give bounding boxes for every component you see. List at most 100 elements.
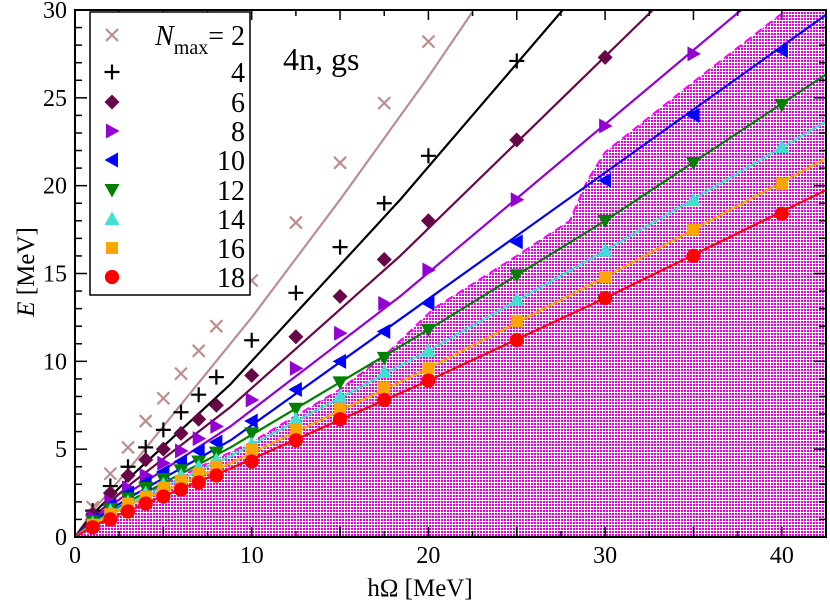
data-point-nmax-18	[377, 392, 392, 408]
y-tick-label: 30	[43, 0, 67, 24]
data-point-nmax-14	[774, 139, 790, 154]
data-point-nmax-18	[120, 504, 136, 519]
legend-marker-nmax-8	[106, 123, 120, 139]
data-point-nmax-10	[774, 42, 788, 58]
data-point-nmax-14	[420, 343, 436, 357]
data-point-nmax-4	[509, 53, 525, 69]
data-point-nmax-16	[245, 443, 258, 456]
data-point-nmax-8	[289, 360, 304, 376]
y-axis-unit: [MeV]	[13, 227, 40, 301]
data-point-nmax-12	[597, 214, 613, 229]
data-point-nmax-8	[157, 455, 171, 471]
data-point-nmax-16	[422, 362, 435, 375]
data-point-nmax-6	[597, 49, 613, 65]
x-tick-label: 30	[593, 543, 617, 569]
x-tick-label: 20	[416, 543, 440, 569]
data-point-nmax-18	[774, 206, 789, 221]
data-point-nmax-14	[288, 411, 304, 426]
data-point-nmax-6	[509, 132, 525, 148]
data-point-nmax-10	[376, 323, 391, 339]
data-point-nmax-18	[156, 489, 171, 504]
data-point-nmax-8	[139, 468, 154, 484]
data-point-nmax-8	[175, 443, 189, 459]
legend-label-nmax-12: 12	[217, 176, 245, 207]
data-markers	[85, 34, 790, 535]
data-point-nmax-8	[687, 46, 701, 62]
data-point-nmax-2	[333, 156, 347, 170]
legend-label-nmax-18: 18	[217, 263, 245, 294]
data-point-nmax-12	[509, 269, 525, 283]
data-point-nmax-14	[509, 292, 525, 306]
data-point-nmax-6	[332, 288, 348, 304]
data-point-nmax-18	[421, 373, 436, 388]
legend-marker-nmax-14	[104, 211, 120, 225]
x-tick-label: 0	[69, 543, 81, 569]
legend-title-equals: = 2	[208, 21, 245, 52]
data-point-nmax-4	[191, 387, 207, 403]
data-point-nmax-6	[208, 397, 224, 413]
data-point-nmax-10	[244, 413, 258, 429]
data-point-nmax-12	[420, 323, 436, 338]
data-point-nmax-4	[173, 404, 189, 420]
legend-marker-nmax-16	[106, 242, 118, 254]
data-point-nmax-6	[191, 411, 207, 427]
legend-title-symbol: N	[154, 21, 175, 52]
data-point-nmax-6	[288, 329, 304, 345]
shaded-boundary-dashed	[75, 10, 788, 537]
data-point-nmax-10	[597, 172, 612, 188]
data-point-nmax-12	[376, 351, 392, 366]
data-point-nmax-6	[155, 441, 171, 457]
x-tick-label: 10	[240, 543, 264, 569]
data-point-nmax-2	[191, 344, 206, 358]
data-point-nmax-6	[120, 468, 136, 484]
data-point-nmax-8	[422, 262, 436, 278]
y-tick-label: 5	[55, 437, 67, 463]
legend-label-nmax-8: 8	[231, 117, 245, 148]
legend-title-subscript: max	[174, 37, 208, 59]
data-point-nmax-6	[244, 367, 260, 383]
legend-marker-nmax-18	[104, 269, 120, 285]
data-point-nmax-18	[138, 496, 153, 511]
data-point-nmax-18	[191, 475, 206, 490]
y-tick-label: 25	[43, 86, 67, 112]
data-point-nmax-16	[510, 314, 523, 327]
annotation-label: 4n, gs	[283, 41, 359, 77]
data-point-nmax-6	[138, 452, 154, 468]
data-point-nmax-2	[103, 466, 118, 481]
data-point-nmax-18	[288, 433, 304, 448]
y-axis-label: E [MeV]	[13, 227, 40, 318]
data-point-nmax-10	[191, 443, 205, 459]
data-point-nmax-8	[378, 295, 392, 311]
data-point-nmax-10	[208, 434, 223, 450]
data-point-nmax-12	[288, 402, 304, 417]
data-point-nmax-18	[686, 248, 701, 264]
legend-marker-nmax-10	[104, 152, 118, 168]
data-point-nmax-10	[685, 107, 700, 123]
y-tick-label: 0	[55, 525, 67, 551]
data-point-nmax-18	[244, 454, 259, 469]
data-point-nmax-18	[85, 520, 100, 535]
data-point-nmax-8	[245, 392, 260, 408]
data-point-nmax-10	[509, 234, 523, 250]
legend-title-label: Nmax= 2	[154, 21, 245, 59]
y-axis-symbol: E	[13, 302, 40, 318]
y-tick-label: 15	[43, 262, 67, 288]
data-point-nmax-16	[289, 423, 302, 436]
legend-marker-nmax-6	[104, 94, 120, 110]
legend-label-nmax-10: 10	[217, 146, 245, 177]
data-point-nmax-16	[775, 177, 788, 190]
data-point-nmax-2	[121, 440, 135, 455]
data-point-nmax-8	[510, 192, 525, 208]
legend-label-nmax-16: 16	[217, 234, 245, 265]
data-point-nmax-2	[156, 391, 171, 406]
data-point-nmax-12	[685, 156, 701, 171]
data-point-nmax-6	[376, 251, 392, 267]
data-point-nmax-14	[376, 364, 392, 378]
data-point-nmax-4	[244, 332, 260, 348]
data-point-nmax-2	[174, 366, 188, 381]
data-point-nmax-16	[687, 223, 700, 236]
y-tick-label: 20	[43, 174, 67, 200]
data-point-nmax-12	[774, 98, 790, 113]
data-point-nmax-2	[377, 96, 392, 110]
